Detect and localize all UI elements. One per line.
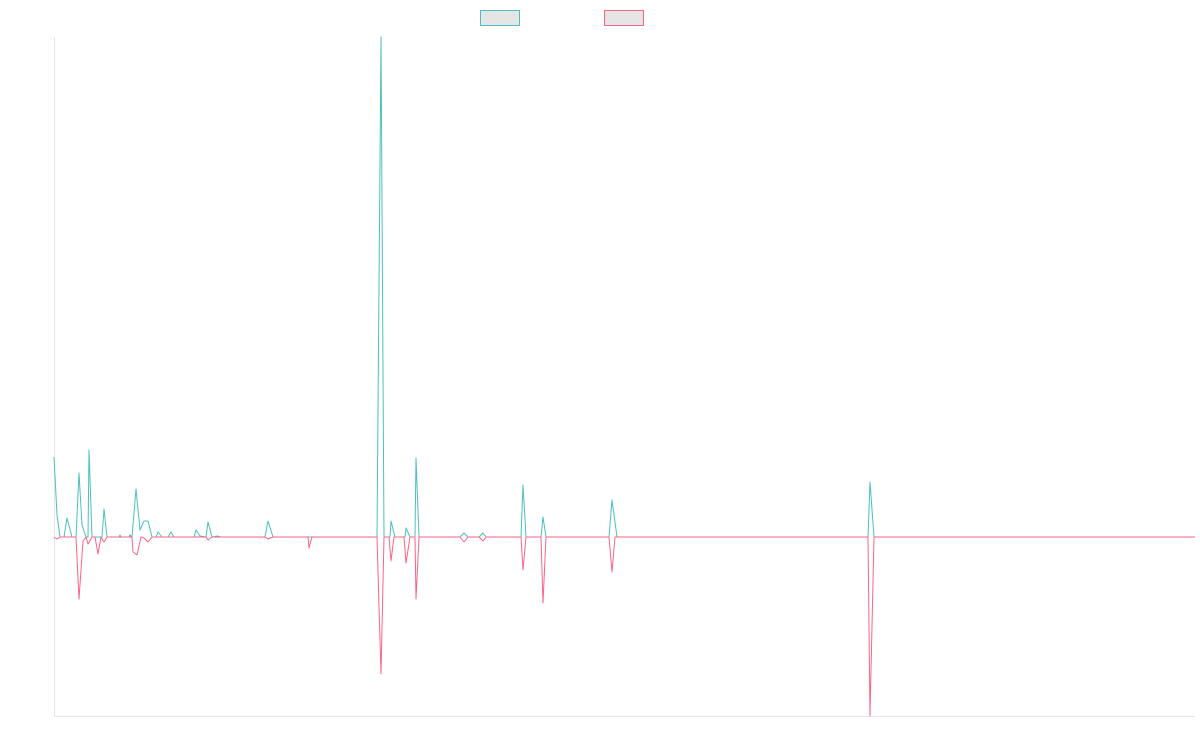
series-line-2 — [53, 536, 1195, 717]
legend-item-series-2[interactable] — [604, 10, 644, 26]
legend-item-series-1[interactable] — [480, 10, 520, 26]
series-line-1 — [53, 36, 1195, 538]
